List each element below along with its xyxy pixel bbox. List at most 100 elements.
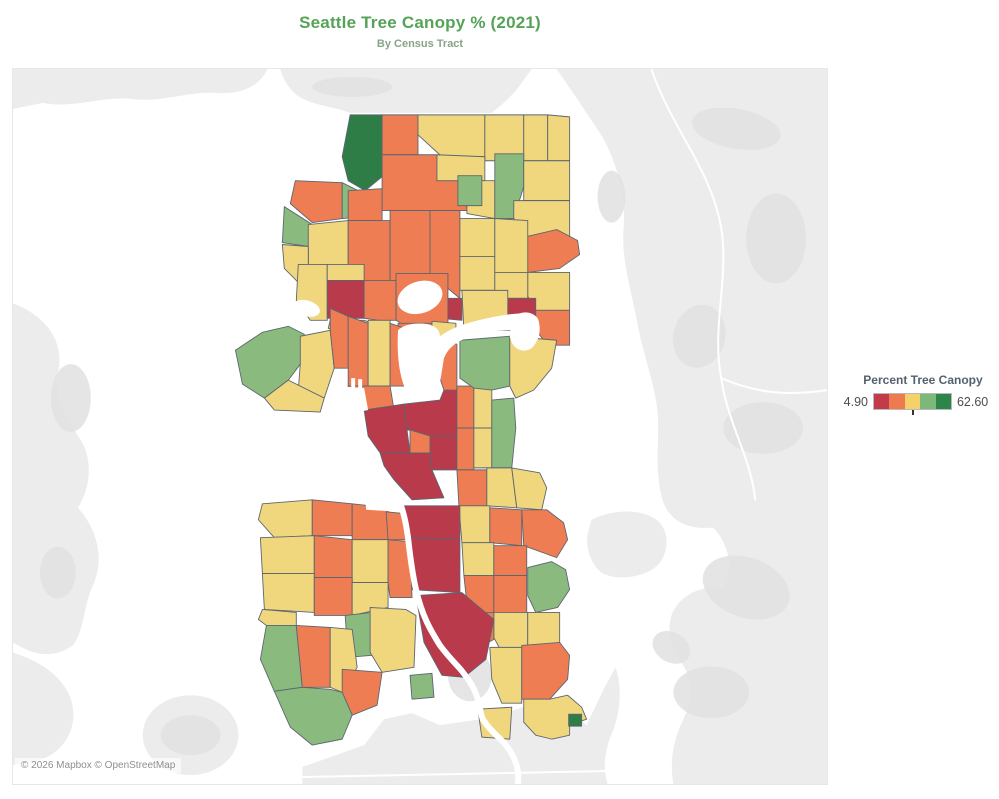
header: Seattle Tree Canopy % (2021) By Census T… [12, 13, 828, 50]
basemap-terrain-patch [746, 193, 807, 284]
census-tract[interactable] [369, 607, 417, 673]
color-legend: Percent Tree Canopy 4.90 62.60 [838, 373, 996, 415]
census-tract[interactable] [257, 499, 313, 539]
census-tract[interactable] [261, 573, 315, 613]
census-tract[interactable] [409, 429, 431, 454]
census-tract[interactable] [367, 319, 391, 387]
basemap-terrain-patch [597, 170, 626, 223]
census-tract[interactable] [363, 279, 397, 321]
census-tract[interactable] [259, 624, 303, 692]
map-attribution: © 2026 Mapbox © OpenStreetMap [15, 758, 182, 773]
legend-title: Percent Tree Canopy [863, 373, 983, 387]
legend-min-label: 4.90 [843, 394, 868, 409]
lake [292, 299, 320, 317]
census-tract[interactable] [547, 114, 571, 162]
census-tract[interactable] [363, 403, 411, 454]
legend-max-label: 62.60 [956, 394, 989, 409]
census-tract[interactable] [381, 114, 419, 156]
legend-swatch [874, 394, 890, 409]
census-tract[interactable] [521, 509, 569, 559]
census-tract[interactable] [351, 582, 389, 616]
basemap-land [669, 507, 827, 784]
basemap-land [13, 652, 74, 766]
legend-swatch [920, 394, 936, 409]
census-tract[interactable] [295, 624, 331, 688]
census-tract[interactable] [459, 335, 511, 391]
basemap-terrain-patch [652, 631, 691, 664]
census-tract[interactable] [307, 220, 349, 265]
census-tract[interactable] [493, 545, 528, 577]
census-tract[interactable] [409, 672, 435, 700]
census-tract[interactable] [459, 218, 496, 257]
basemap-terrain-patch [160, 715, 221, 756]
census-tract[interactable] [417, 114, 486, 158]
census-tract[interactable] [341, 114, 383, 192]
census-tract[interactable] [347, 188, 383, 222]
census-tract[interactable] [415, 592, 495, 678]
basemap-land [13, 303, 99, 655]
basemap-land [556, 69, 827, 528]
water-body [397, 313, 531, 402]
census-tract[interactable] [477, 706, 513, 740]
map-canvas[interactable] [13, 69, 827, 784]
pier-water-slip [358, 379, 363, 396]
census-tract[interactable] [473, 387, 493, 429]
census-tract[interactable] [461, 542, 495, 577]
page-title: Seattle Tree Canopy % (2021) [299, 13, 541, 32]
water-body [509, 312, 540, 351]
census-tract[interactable] [456, 385, 475, 429]
census-tract[interactable] [263, 379, 325, 413]
census-tract[interactable] [489, 646, 523, 704]
basemap-terrain-patch [673, 666, 750, 719]
census-tract[interactable] [429, 435, 458, 471]
pier-water-slip [351, 378, 356, 395]
water-body [364, 483, 401, 512]
basemap-terrain-patch [672, 304, 726, 368]
census-tract[interactable] [511, 467, 548, 511]
census-tract[interactable] [313, 535, 353, 579]
census-tract[interactable] [456, 427, 475, 471]
legend-ramp[interactable] [873, 393, 952, 415]
map-container[interactable]: © 2026 Mapbox © OpenStreetMap [12, 68, 828, 785]
census-tract[interactable] [259, 535, 315, 575]
census-tract[interactable] [457, 175, 483, 207]
census-tract[interactable] [493, 575, 528, 613]
census-tract[interactable] [459, 256, 496, 291]
census-tract[interactable] [489, 507, 523, 547]
basemap-road [650, 69, 757, 501]
census-tract[interactable] [473, 427, 493, 469]
census-tract[interactable] [491, 397, 517, 469]
census-tract[interactable] [289, 180, 343, 224]
legend-swatch [904, 394, 921, 409]
census-tract[interactable] [403, 505, 461, 541]
census-tract[interactable] [273, 686, 353, 746]
basemap-land [302, 667, 620, 784]
census-tract[interactable] [456, 469, 488, 507]
census-tract[interactable] [521, 641, 571, 700]
basemap-land [13, 69, 268, 109]
basemap-terrain-patch [50, 364, 91, 432]
census-tract[interactable] [527, 561, 571, 613]
census-tract[interactable] [523, 114, 549, 162]
census-tract[interactable] [313, 577, 353, 616]
census-tract[interactable] [568, 713, 583, 727]
census-tract[interactable] [389, 210, 431, 281]
river [393, 488, 522, 784]
census-tract[interactable] [523, 160, 571, 202]
legend-swatch [889, 394, 905, 409]
census-tract[interactable] [326, 264, 365, 281]
census-tract[interactable] [458, 505, 491, 544]
census-tract[interactable] [509, 335, 558, 399]
census-tract[interactable] [494, 218, 529, 273]
legend-swatch [935, 394, 951, 409]
census-tract[interactable] [526, 229, 581, 273]
census-tract[interactable] [341, 668, 383, 716]
census-tract[interactable] [351, 539, 389, 584]
census-tract[interactable] [347, 315, 369, 387]
basemap-terrain-patch [691, 107, 781, 150]
census-tract[interactable] [257, 609, 297, 626]
basemap-terrain-patch [312, 76, 393, 97]
census-tract[interactable] [311, 499, 353, 537]
basemap-road [720, 377, 827, 394]
census-tract[interactable] [329, 307, 349, 369]
